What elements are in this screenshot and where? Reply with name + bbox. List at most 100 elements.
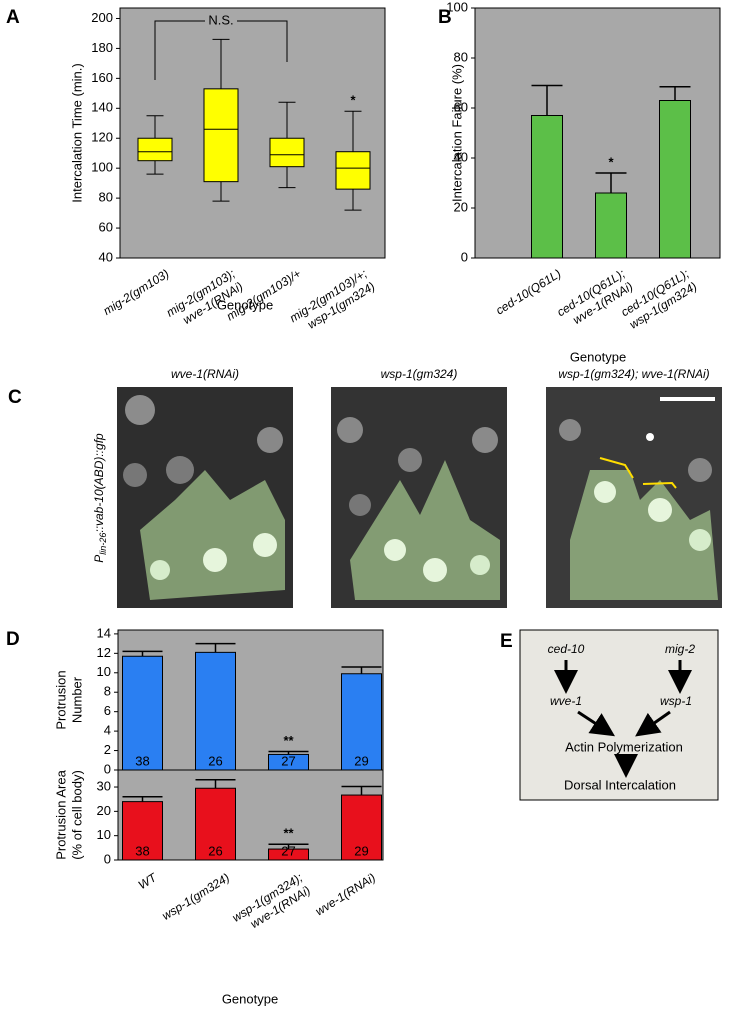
panel-label: D — [6, 629, 20, 650]
box — [137, 137, 173, 162]
y-tick-label: 60 — [454, 99, 468, 114]
y-tick-label: 80 — [454, 49, 468, 64]
box — [335, 151, 371, 190]
n-label: 26 — [208, 753, 222, 768]
bar — [122, 801, 163, 861]
bar — [195, 651, 236, 771]
y-tick-label: 0 — [461, 249, 468, 264]
x-tick-label: mig-2(gm103) — [101, 266, 172, 317]
box — [269, 137, 305, 168]
node: ced-10 — [548, 642, 585, 656]
side-label-suffix: ::vab-10(ABD)::gfp — [92, 433, 106, 533]
image-title: wsp-1(gm324) — [381, 367, 458, 381]
side-label: Plin-26::vab-10(ABD)::gfp — [92, 433, 108, 563]
n-label: 29 — [354, 843, 368, 858]
node: Actin Polymerization — [565, 739, 683, 754]
y-tick-label: 100 — [446, 0, 468, 14]
significance: ** — [283, 733, 294, 748]
bracket-label-bg — [205, 13, 237, 29]
y-axis-label: Intercalation Time (min.) — [69, 63, 84, 202]
panel-label: E — [500, 631, 513, 652]
node: mig-2 — [665, 642, 695, 656]
panel-label: B — [438, 7, 452, 28]
y-tick-label: 14 — [97, 625, 111, 640]
y-axis-label: (% of cell body) — [69, 770, 84, 860]
micrograph — [546, 387, 722, 608]
node: wve-1 — [550, 694, 582, 708]
n-label: 38 — [135, 843, 149, 858]
y-tick-label: 160 — [91, 70, 113, 85]
y-tick-label: 60 — [99, 219, 113, 234]
micrograph — [117, 387, 293, 608]
box — [203, 88, 239, 183]
x-tick-label: ced-10(Q61L) — [493, 266, 563, 317]
significance: ** — [283, 826, 294, 841]
significance: * — [350, 93, 356, 108]
panel-label: A — [6, 7, 20, 28]
bar — [195, 787, 236, 861]
y-tick-label: 2 — [104, 742, 111, 757]
y-tick-label: 0 — [104, 851, 111, 866]
x-tick-label-line: wve-1(RNAi) — [313, 870, 378, 918]
y-tick-label: 40 — [99, 249, 113, 264]
y-tick-label: 100 — [91, 160, 113, 175]
y-tick-label: 40 — [454, 149, 468, 164]
arrows — [554, 660, 692, 778]
image-title: wve-1(RNAi) — [171, 367, 239, 381]
side-label-sub: lin-26 — [98, 533, 108, 555]
x-tick-label-line: WT — [136, 870, 161, 893]
node: wsp-1 — [660, 694, 692, 708]
x-tick-label: wsp-1(gm324) — [159, 870, 231, 923]
y-tick-label: 6 — [104, 703, 111, 718]
y-tick-label: 180 — [91, 40, 113, 55]
bar — [659, 100, 691, 259]
bracket-label: N.S. — [208, 12, 233, 27]
image-title: wsp-1(gm324); wve-1(RNAi) — [558, 367, 709, 381]
x-tick-label: wve-1(RNAi) — [313, 870, 378, 918]
n-label: 29 — [354, 753, 368, 768]
y-tick-label: 120 — [91, 130, 113, 145]
y-tick-label: 12 — [97, 645, 111, 660]
y-tick-label: 30 — [97, 778, 111, 793]
y-tick-label: 140 — [91, 100, 113, 115]
y-tick-label: 10 — [97, 827, 111, 842]
y-tick-label: 20 — [97, 803, 111, 818]
side-label-main: P — [92, 555, 106, 563]
x-axis-label: Genotype — [217, 297, 273, 312]
bar — [341, 794, 382, 861]
x-tick-label: WT — [136, 870, 161, 893]
y-tick-label: 8 — [104, 684, 111, 699]
n-label: 27 — [281, 843, 295, 858]
n-label: 38 — [135, 753, 149, 768]
x-tick-label: wsp-1(gm324);wve-1(RNAi) — [230, 870, 313, 931]
significance: * — [608, 154, 614, 169]
y-tick-label: 0 — [104, 761, 111, 776]
x-tick-label: ced-10(Q61L);wsp-1(gm324) — [618, 266, 699, 331]
y-axis-label: Protrusion — [53, 670, 68, 729]
y-tick-label: 200 — [91, 10, 113, 25]
y-axis-label: Protrusion Area — [53, 769, 68, 859]
panel-label: C — [8, 387, 22, 408]
x-tick-label-line: mig-2(gm103) — [101, 266, 172, 317]
bar — [122, 655, 163, 771]
x-axis-label: Genotype — [570, 349, 626, 364]
plot-area — [119, 7, 386, 259]
y-axis-label: Number — [69, 676, 84, 723]
node: Dorsal Intercalation — [564, 777, 676, 792]
x-tick-label-line: wsp-1(gm324) — [159, 870, 231, 923]
n-label: 26 — [208, 843, 222, 858]
micrograph — [331, 387, 507, 608]
y-tick-label: 80 — [99, 190, 113, 205]
x-axis-label: Genotype — [222, 991, 278, 1006]
n-label: 27 — [281, 753, 295, 768]
bar — [531, 115, 563, 259]
x-tick-label-line: ced-10(Q61L) — [493, 266, 563, 317]
y-axis-label: Intercalation Failure (%) — [449, 64, 464, 202]
y-tick-label: 20 — [454, 199, 468, 214]
y-tick-label: 10 — [97, 664, 111, 679]
bar — [595, 192, 627, 259]
bar — [341, 673, 382, 771]
y-tick-label: 4 — [104, 723, 111, 738]
bar — [268, 848, 309, 861]
